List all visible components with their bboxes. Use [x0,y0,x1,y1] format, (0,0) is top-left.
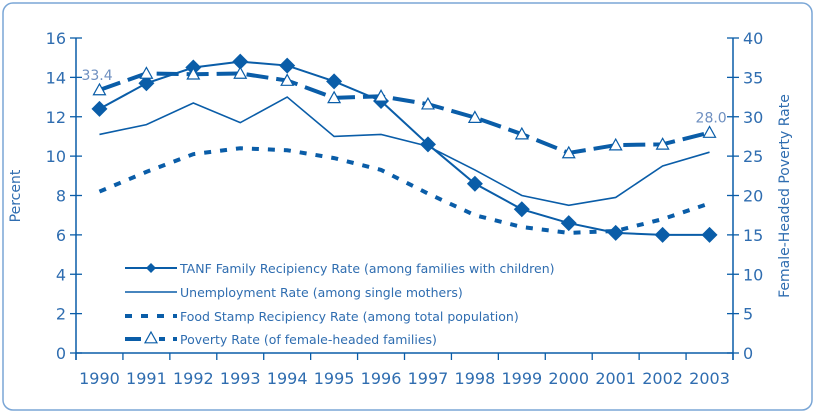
legend-label: Food Stamp Recipiency Rate (among total … [180,309,519,324]
y-tick-label: 10 [46,147,66,166]
y-tick-label: 4 [56,265,66,284]
data-label: 33.4 [81,68,112,84]
data-point-triangle [186,66,201,80]
data-point-diamond [326,73,343,90]
data-point-diamond [560,215,577,232]
x-tick-label: 2000 [548,369,589,388]
legend-diamond-icon [146,263,156,273]
data-point-diamond [513,201,530,218]
x-tick-label: 1992 [173,369,214,388]
data-point-triangle [514,126,529,140]
y-tick-label: 12 [46,108,66,127]
data-point-triangle [561,145,576,159]
data-point-triangle [655,137,670,150]
x-tick-label: 1996 [361,369,402,388]
y2-tick-label: 20 [743,187,763,206]
series-line-2 [98,146,711,235]
series-line-3 [98,71,711,156]
y-axis-label: Percent [8,169,24,222]
data-point-triangle [608,137,623,151]
data-point-diamond [279,57,296,74]
x-tick-label: 1999 [501,369,542,388]
data-point-triangle [233,66,248,79]
x-tick-label: 1990 [79,369,120,388]
legend-label: Poverty Rate (of female-headed families) [180,332,437,347]
data-point-diamond [654,226,671,243]
data-point-diamond [466,175,483,192]
x-tick-label: 2002 [642,369,683,388]
legend-label: TANF Family Recipiency Rate (among famil… [179,261,555,276]
data-point-triangle [467,110,482,123]
y-tick-label: 16 [46,29,66,48]
y-tick-label: 2 [56,305,66,324]
y2-axis-label: Female-Headed Poverty Rate [777,94,793,298]
y2-tick-label: 15 [743,226,763,245]
data-point-diamond [607,224,624,241]
y2-tick-label: 0 [743,344,753,363]
y2-tick-label: 5 [743,305,753,324]
series-line-1 [99,96,710,207]
data-point-diamond [138,75,155,92]
x-tick-label: 1994 [267,369,308,388]
data-point-triangle [92,82,107,96]
y2-tick-label: 35 [743,68,763,87]
data-label: 28.0 [696,111,727,127]
x-tick-label: 2003 [689,369,730,388]
legend-label: Unemployment Rate (among single mothers) [180,285,463,300]
data-point-triangle [139,66,154,79]
y-tick-label: 6 [56,226,66,245]
data-point-triangle [280,73,295,86]
y2-tick-label: 25 [743,147,763,166]
y2-tick-label: 30 [743,108,763,127]
y-tick-label: 8 [56,187,66,206]
x-tick-label: 2001 [595,369,636,388]
data-point-triangle [420,96,435,110]
data-point-triangle [327,90,342,104]
y-tick-label: 0 [56,344,66,363]
x-tick-label: 1993 [220,369,261,388]
y2-tick-label: 10 [743,265,763,284]
x-tick-label: 1997 [408,369,449,388]
y-tick-label: 14 [46,68,66,87]
x-tick-label: 1998 [455,369,496,388]
legend-triangle-icon [143,330,159,344]
y2-tick-label: 40 [743,29,763,48]
x-tick-label: 1995 [314,369,355,388]
data-point-diamond [91,100,108,117]
data-point-diamond [701,226,718,243]
data-point-triangle [374,89,389,102]
x-tick-label: 1991 [126,369,167,388]
data-point-diamond [232,53,249,70]
data-point-triangle [702,125,717,138]
